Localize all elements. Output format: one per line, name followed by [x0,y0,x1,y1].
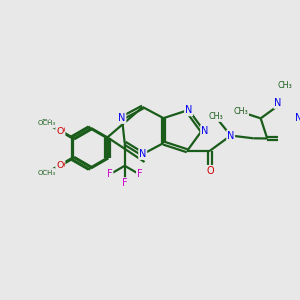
Text: N: N [201,126,208,136]
Text: CH₃: CH₃ [208,112,223,121]
Text: CH₃: CH₃ [40,169,55,178]
Text: OCH₃: OCH₃ [38,170,56,176]
Text: N: N [274,98,281,108]
Text: F: F [107,169,112,179]
Text: F: F [122,178,128,188]
Text: F: F [137,169,142,179]
Text: N: N [185,105,192,116]
Text: O: O [56,127,63,136]
Text: CH₃: CH₃ [278,81,292,90]
Text: OCH₃: OCH₃ [38,120,56,126]
Text: O: O [56,160,63,169]
Text: N: N [296,113,300,123]
Text: N: N [118,113,126,123]
Text: N: N [139,149,146,159]
Text: O: O [57,126,65,135]
Text: CH₃: CH₃ [40,118,55,127]
Text: O: O [57,161,65,170]
Text: CH₃: CH₃ [233,107,248,116]
Text: N: N [227,130,234,140]
Text: O: O [206,166,214,176]
